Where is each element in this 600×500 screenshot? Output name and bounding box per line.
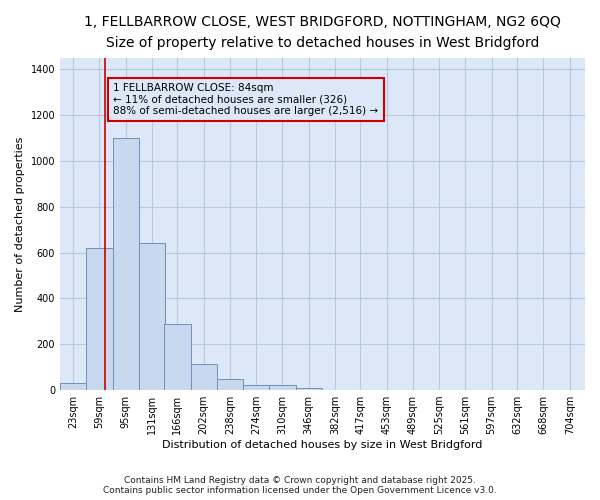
Bar [269,386,296,390]
Bar [60,383,86,390]
Y-axis label: Number of detached properties: Number of detached properties [15,136,25,312]
Title: 1, FELLBARROW CLOSE, WEST BRIDGFORD, NOTTINGHAM, NG2 6QQ
Size of property relati: 1, FELLBARROW CLOSE, WEST BRIDGFORD, NOT… [84,15,561,50]
Bar [139,244,165,390]
Bar [217,378,243,390]
X-axis label: Distribution of detached houses by size in West Bridgford: Distribution of detached houses by size … [163,440,483,450]
Bar [113,138,139,390]
Bar [296,388,322,390]
Text: 1 FELLBARROW CLOSE: 84sqm
← 11% of detached houses are smaller (326)
88% of semi: 1 FELLBARROW CLOSE: 84sqm ← 11% of detac… [113,83,379,116]
Bar [86,248,113,390]
Bar [191,364,217,390]
Bar [243,386,269,390]
Bar [164,324,191,390]
Text: Contains HM Land Registry data © Crown copyright and database right 2025.
Contai: Contains HM Land Registry data © Crown c… [103,476,497,495]
